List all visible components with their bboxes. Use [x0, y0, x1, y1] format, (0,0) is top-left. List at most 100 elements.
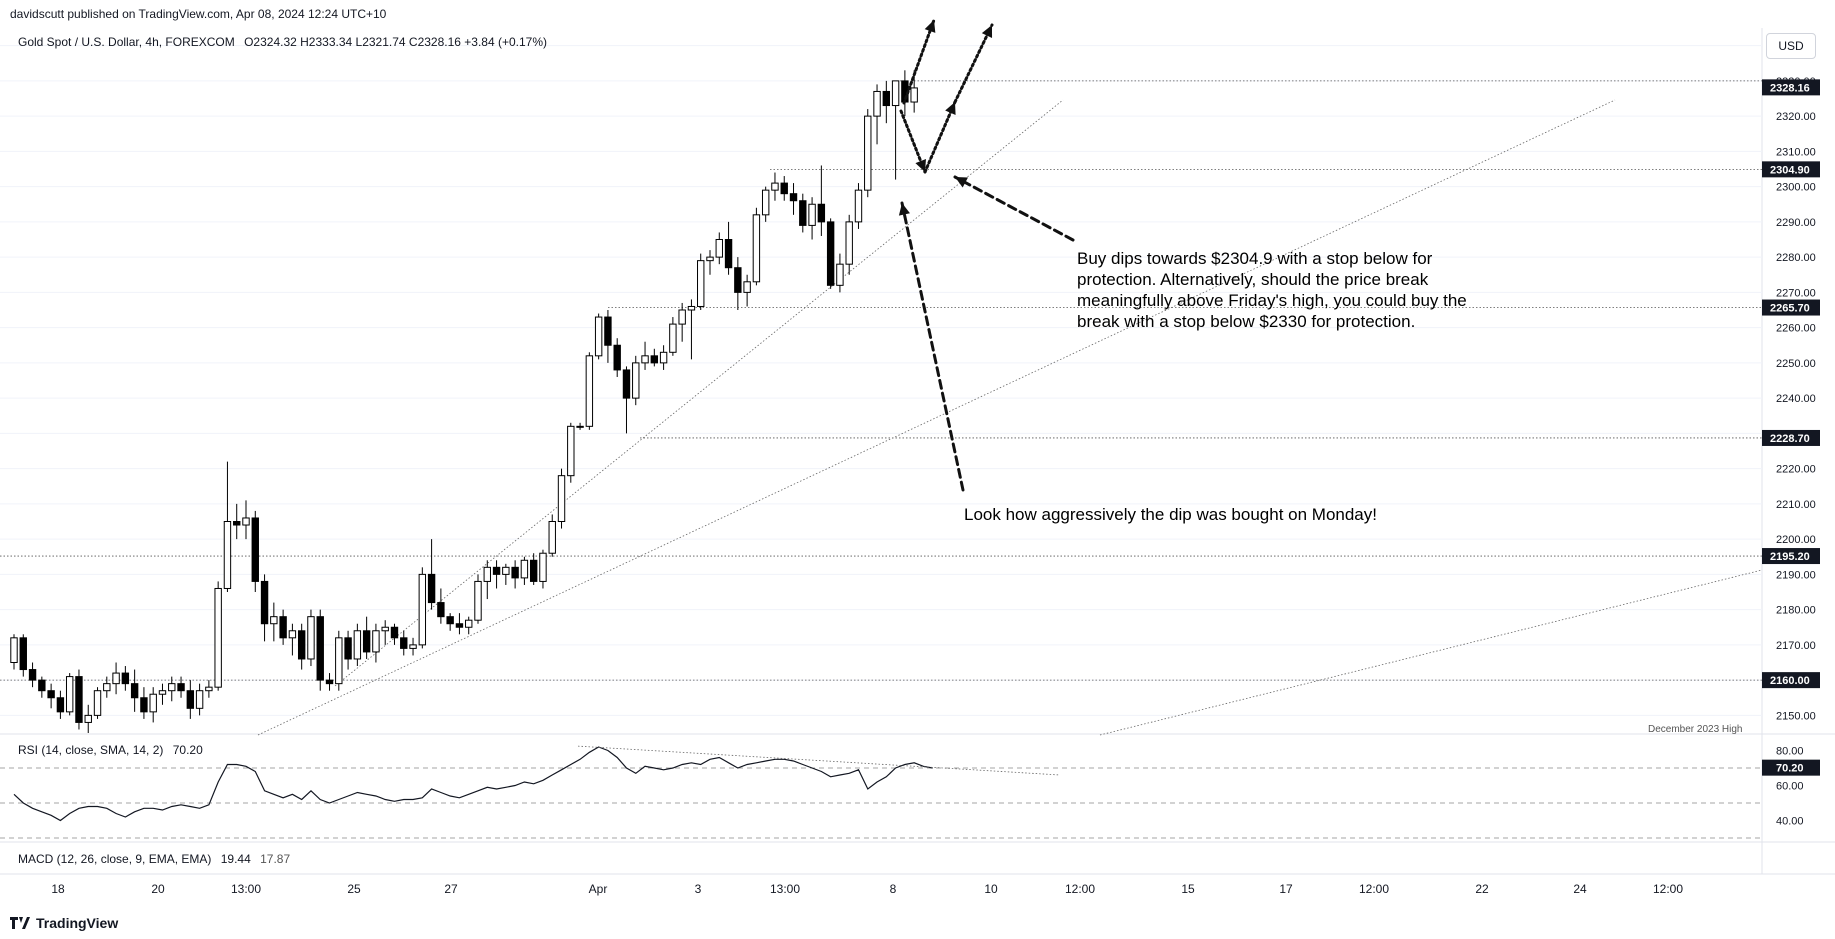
- annotation-monday: Look how aggressively the dip was bought…: [964, 505, 1377, 524]
- candle: [195, 683, 204, 716]
- time-tick-label: 13:00: [770, 882, 800, 896]
- rsi-tick-label: 60.00: [1776, 781, 1804, 793]
- rsi-title: RSI (14, close, SMA, 14, 2): [18, 743, 164, 757]
- candle: [149, 687, 157, 723]
- annotation-line: meaningfully above Friday's high, you co…: [1077, 291, 1467, 310]
- candle-body: [372, 630, 380, 653]
- rsi-value: 70.20: [172, 743, 203, 757]
- rsi-pane: [0, 745, 1762, 839]
- time-tick-label: 10: [984, 882, 998, 896]
- candle: [706, 250, 714, 275]
- candle-body: [10, 637, 18, 664]
- macd-legend: MACD (12, 26, close, 9, EMA, EMA) 19.44 …: [18, 852, 290, 866]
- rsi-label-bg: [1762, 759, 1820, 776]
- tradingview-icon: [10, 917, 30, 929]
- price-tick-label: 2240.00: [1776, 393, 1816, 405]
- price-label-text: 2265.70: [1770, 303, 1810, 315]
- level-lines: [0, 80, 1762, 681]
- candle-body: [799, 200, 807, 226]
- candle-body: [780, 182, 788, 195]
- candle: [288, 623, 297, 656]
- candle-body: [808, 203, 816, 226]
- rsi-tick-label: 40.00: [1776, 816, 1804, 828]
- candle-body: [297, 630, 306, 660]
- candle-body: [260, 580, 269, 625]
- candle: [140, 687, 148, 719]
- candle-body: [28, 669, 37, 681]
- candle: [103, 676, 111, 698]
- candle: [130, 669, 139, 712]
- candle-body: [641, 355, 649, 364]
- candle: [761, 186, 770, 222]
- candle: [715, 232, 723, 265]
- price-tick-label: 2290.00: [1776, 217, 1816, 229]
- candle-body: [316, 616, 324, 681]
- candle-body: [734, 267, 742, 293]
- candle: [335, 630, 343, 691]
- candle: [381, 620, 389, 645]
- candle-body: [520, 559, 529, 579]
- candle: [604, 310, 612, 363]
- candle-body: [335, 637, 343, 685]
- candle-body: [19, 637, 27, 671]
- time-tick-label: 13:00: [231, 882, 261, 896]
- candle-body: [362, 630, 371, 653]
- candle: [400, 630, 408, 656]
- candle: [260, 574, 269, 642]
- tradingview-logo[interactable]: TradingView: [10, 915, 118, 931]
- candle: [465, 616, 473, 635]
- candle: [344, 630, 352, 670]
- candle-body: [121, 672, 130, 685]
- candle: [492, 560, 501, 589]
- scenario-arrow-breakout: [953, 23, 994, 104]
- candle-body: [548, 521, 556, 554]
- candle-body: [836, 263, 844, 286]
- candle-body: [567, 425, 575, 477]
- candle-body: [864, 115, 872, 191]
- candle-body: [65, 676, 74, 713]
- candle: [529, 553, 538, 585]
- time-tick-label: 17: [1279, 882, 1293, 896]
- price-label-text: 2228.70: [1770, 433, 1810, 445]
- candle: [826, 218, 835, 289]
- candle-body: [233, 521, 241, 526]
- candle: [845, 214, 853, 275]
- candle: [38, 676, 46, 698]
- candle-body: [446, 616, 454, 625]
- rsi-line: [13, 746, 933, 822]
- candle-body: [576, 425, 584, 428]
- candle-body: [112, 672, 120, 685]
- candle-body: [539, 552, 547, 582]
- candle: [789, 183, 798, 215]
- price-axis[interactable]: 2150.00 2160.00 2170.00 2180.00 2190.00 2200.…: [1762, 41, 1820, 828]
- candle: [873, 84, 881, 145]
- candle-body: [910, 87, 918, 103]
- candle-body: [418, 573, 427, 646]
- candle: [585, 352, 594, 430]
- candle-body: [557, 475, 566, 522]
- ohlc-values: O2324.32 H2333.34 L2321.74 C2328.16 +3.8…: [244, 35, 547, 49]
- candle-body: [502, 566, 510, 575]
- annotation-line: protection. Alternatively, should the pr…: [1077, 270, 1429, 289]
- candle-body: [604, 316, 612, 346]
- candle-body: [492, 566, 501, 575]
- candle: [233, 503, 241, 540]
- price-label-text: 2304.90: [1770, 164, 1810, 176]
- rsi-tick-label: 80.00: [1776, 746, 1804, 758]
- candle-body: [529, 559, 538, 582]
- candle-body: [687, 305, 696, 311]
- candle: [817, 165, 826, 236]
- arrowhead: [981, 25, 993, 38]
- trendline: [257, 99, 1616, 736]
- price-tick-label: 2190.00: [1776, 569, 1816, 581]
- candle: [502, 563, 510, 585]
- price-label-bg: [1762, 79, 1820, 96]
- candle: [567, 422, 575, 483]
- candle-body: [168, 683, 176, 692]
- candle: [316, 609, 324, 691]
- time-axis[interactable]: 18 20 13:00 25 27 Apr 3 13:00 8 10 12:00 15 17 12:00 2…: [51, 882, 1683, 896]
- trendline: [334, 99, 1064, 687]
- candle-body: [251, 517, 259, 582]
- currency-button[interactable]: USD: [1766, 33, 1816, 59]
